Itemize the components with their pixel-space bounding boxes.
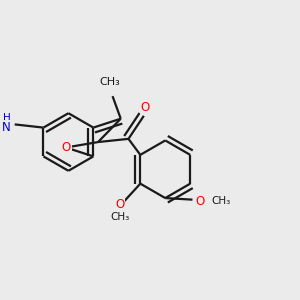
Text: O: O xyxy=(115,198,124,211)
Text: H: H xyxy=(3,113,10,123)
Text: O: O xyxy=(141,101,150,114)
Text: O: O xyxy=(196,195,205,208)
Text: O: O xyxy=(61,141,70,154)
Text: CH₃: CH₃ xyxy=(99,76,120,86)
Text: CH₃: CH₃ xyxy=(212,196,231,206)
Text: N: N xyxy=(2,121,11,134)
Text: CH₃: CH₃ xyxy=(110,212,129,222)
